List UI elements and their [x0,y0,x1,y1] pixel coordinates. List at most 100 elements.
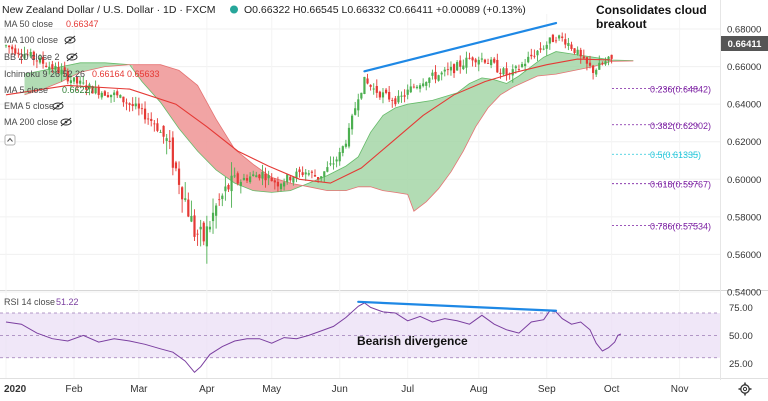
time-axis[interactable]: 2020 Feb Mar Apr May Jun Jul Aug Sep Oct Nov [4,384,689,395]
candle-bullish [558,35,561,39]
eye-icon[interactable] [60,117,72,127]
candle-bearish [273,180,276,183]
candle-bearish [459,60,462,67]
price-axis[interactable]: 0.68000 0.66000 0.64000 0.62000 0.60000 0.580… [727,25,761,370]
candle-bearish [264,173,267,181]
candle-bearish [11,46,14,50]
candle-bearish [573,48,576,54]
indicator-ma5-label[interactable]: MA 5 close [4,85,48,95]
candle-bullish [576,49,579,55]
indicator-ema5-label[interactable]: EMA 5 close [4,101,54,111]
month-tick-label: Apr [199,384,215,395]
cloud-span-b-line [24,60,634,212]
candle-bearish [378,91,381,98]
candle-bearish [57,67,60,74]
fibonacci-levels: 0.236(0.64842) 0.382(0.62902) 0.5(0.61335)… [612,84,711,232]
candle-bullish [233,175,236,177]
last-price-tag: 0.66411 [721,36,768,51]
candle-bullish [252,174,255,176]
candle-bullish [215,205,218,216]
indicator-ma100-label[interactable]: MA 100 close [4,35,58,45]
candle-bearish [289,176,292,181]
candle-bullish [255,175,258,178]
month-tick-label: 2020 [4,384,27,395]
rsi-label[interactable]: RSI 14 close [4,297,55,307]
indicator-ichimoku-label[interactable]: Ichimoku 9 26 52 26 [4,69,85,79]
price-tick-label: 0.60000 [727,175,761,186]
candle-bullish [208,226,212,230]
candle-bullish [440,72,443,75]
candle-bearish [384,89,388,93]
candle-bearish [375,86,378,93]
candle-bullish [279,183,283,190]
candle-bearish [128,103,131,105]
candle-bullish [286,174,289,183]
candle-bullish [527,56,530,63]
candle-bearish [153,123,156,125]
candle-bullish [326,167,329,172]
candle-bullish [242,177,246,181]
candle-bullish [205,226,208,247]
annotation-bearish-divergence: Bearish divergence [357,334,468,348]
candle-bullish [397,95,400,103]
fib-level-label: 0.236(0.64842) [650,84,711,94]
candle-bullish [363,76,366,94]
candle-bearish [91,86,94,94]
candle-bearish [258,174,261,179]
candle-bullish [511,69,514,76]
candle-bullish [72,77,76,82]
candle-bullish [239,181,242,187]
candle-bullish [292,177,295,183]
indicator-ma200-label[interactable]: MA 200 close [4,117,58,127]
candle-bullish [347,127,351,147]
candle-bearish [196,233,199,235]
candle-bearish [177,168,181,185]
candle-bullish [230,175,233,192]
candle-bearish [45,65,48,67]
moving-average-line [5,58,612,184]
fib-level-label: 0.382(0.62902) [650,121,711,131]
candle-bearish [276,181,280,187]
candle-bullish [545,44,548,49]
eye-icon[interactable] [66,52,78,62]
candle-bearish [162,125,165,137]
candle-bullish [29,52,32,57]
candle-bullish [465,57,468,68]
candle-bearish [366,78,369,84]
candle-bullish [190,215,193,222]
candle-bearish [505,68,508,75]
candle-bearish [539,48,542,50]
candle-bearish [63,67,66,72]
indicator-bb-label[interactable]: BB 20 close 2 [4,52,60,62]
candle-bearish [85,85,88,90]
candle-bullish [100,92,103,98]
candle-bullish [477,59,480,65]
candle-bearish [75,76,79,84]
indicator-ma50-label[interactable]: MA 50 close [4,19,53,29]
gear-icon[interactable] [738,382,752,396]
month-tick-label: Mar [130,384,148,395]
candle-bearish [150,118,153,121]
candle-bearish [579,49,582,57]
collapse-legend-icon[interactable] [4,134,16,146]
candle-bullish [437,75,440,81]
candle-bearish [227,185,230,190]
candle-bullish [604,61,607,65]
month-tick-label: Aug [470,384,488,395]
candle-bearish [316,177,320,180]
candle-bullish [415,86,419,89]
price-tick-label: 0.54000 [727,288,761,299]
candle-bearish [116,91,119,96]
eye-icon[interactable] [64,35,76,45]
candle-bearish [103,91,106,96]
candle-bullish [48,66,51,70]
candle-bullish [372,88,375,90]
higher-highs-trendline [363,21,558,73]
eye-icon[interactable] [52,101,64,111]
rsi-tick-label: 75.00 [729,303,753,314]
candle-bullish [69,80,72,84]
month-tick-label: Jun [332,384,348,395]
candle-bullish [418,85,422,89]
candle-bullish [109,94,113,98]
